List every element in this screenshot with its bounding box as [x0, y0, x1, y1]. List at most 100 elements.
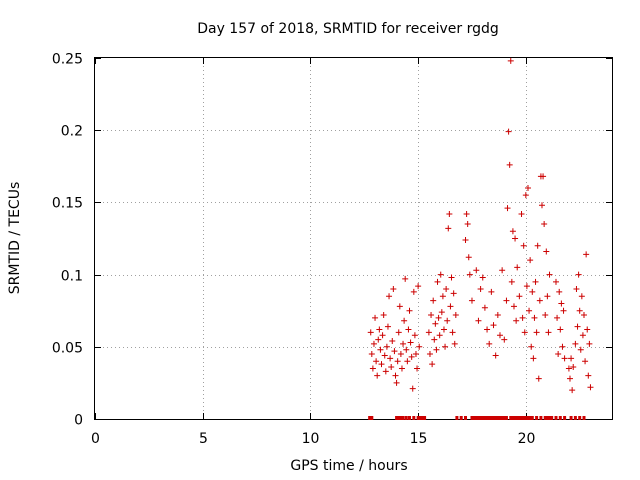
data-point: [528, 343, 535, 350]
x-tick-label: 5: [199, 431, 208, 447]
data-point: [415, 283, 422, 290]
data-point: [434, 278, 441, 285]
data-point: [378, 361, 385, 368]
data-point: [486, 340, 493, 347]
x-tick-label: 10: [302, 431, 320, 447]
data-point: [579, 332, 586, 339]
data-point: [580, 312, 587, 319]
data-point: [555, 351, 562, 358]
data-point: [516, 293, 523, 300]
data-point: [542, 312, 549, 319]
data-point: [507, 57, 514, 64]
data-point: [382, 368, 389, 375]
data-point: [492, 352, 499, 359]
data-points: [367, 57, 594, 420]
data-point: [431, 336, 438, 343]
data-point: [560, 307, 567, 314]
data-point: [544, 293, 551, 300]
data-point: [576, 307, 583, 314]
data-point: [566, 375, 573, 382]
data-point: [462, 236, 469, 243]
data-point: [587, 384, 594, 391]
axis-ticks: 0 0.05 0.1 0.15 0.2 0.25 0 5 10 15 20: [52, 52, 612, 447]
data-point: [442, 343, 449, 350]
data-point: [529, 288, 536, 295]
x-tick-label: 20: [518, 431, 536, 447]
data-point: [392, 372, 399, 379]
data-point: [380, 312, 387, 319]
data-point: [559, 343, 566, 350]
data-point: [409, 385, 416, 392]
data-point: [411, 332, 418, 339]
data-point: [554, 314, 561, 321]
data-point: [540, 173, 547, 180]
data-point: [444, 317, 451, 324]
plot-frame: [94, 57, 613, 420]
data-point: [436, 332, 443, 339]
data-point: [574, 323, 581, 330]
data-point: [501, 336, 508, 343]
data-point: [367, 329, 374, 336]
data-point: [514, 264, 521, 271]
grid: [95, 58, 612, 419]
data-point: [546, 271, 553, 278]
data-point: [463, 210, 470, 217]
data-point: [558, 300, 565, 307]
data-point: [451, 340, 458, 347]
data-point: [395, 329, 402, 336]
data-point: [410, 288, 417, 295]
data-point: [510, 303, 517, 310]
y-tick-label: 0.25: [52, 52, 83, 68]
y-tick-label: 0.2: [61, 124, 83, 140]
data-point: [508, 278, 515, 285]
data-point: [503, 297, 510, 304]
y-tick-label: 0.15: [52, 196, 83, 212]
data-point: [541, 221, 548, 228]
data-point: [414, 365, 421, 372]
data-point: [443, 286, 450, 293]
y-axis-label: SRMTID / TECUs: [7, 182, 23, 295]
data-point: [568, 355, 575, 362]
data-point: [402, 275, 409, 282]
data-point: [369, 365, 376, 372]
data-point: [389, 338, 396, 345]
data-point: [384, 323, 391, 330]
data-point: [531, 314, 538, 321]
data-point: [408, 353, 415, 360]
data-point: [370, 340, 377, 347]
data-point: [379, 332, 386, 339]
data-point: [394, 358, 401, 365]
data-point: [572, 340, 579, 347]
data-point: [391, 348, 398, 355]
data-point: [585, 372, 592, 379]
data-point: [450, 290, 457, 297]
data-point: [573, 286, 580, 293]
data-point: [494, 312, 501, 319]
data-point: [488, 288, 495, 295]
data-point: [426, 351, 433, 358]
data-point: [439, 293, 446, 300]
data-point: [386, 293, 393, 300]
data-point: [440, 326, 447, 333]
data-point: [387, 355, 394, 362]
data-point: [479, 274, 486, 281]
data-point: [530, 355, 537, 362]
data-point: [407, 339, 414, 346]
data-point: [445, 225, 452, 232]
data-point: [509, 228, 516, 235]
data-point: [583, 251, 590, 258]
data-point: [473, 267, 480, 274]
data-point: [557, 326, 564, 333]
data-point: [504, 205, 511, 212]
data-point: [437, 271, 444, 278]
data-point: [432, 320, 439, 327]
data-point: [586, 340, 593, 347]
x-tick-label: 15: [410, 431, 428, 447]
data-point: [465, 254, 472, 261]
data-point: [505, 128, 512, 135]
data-point: [524, 184, 531, 191]
data-point: [383, 343, 390, 350]
data-point: [534, 242, 541, 249]
data-point: [438, 309, 445, 316]
